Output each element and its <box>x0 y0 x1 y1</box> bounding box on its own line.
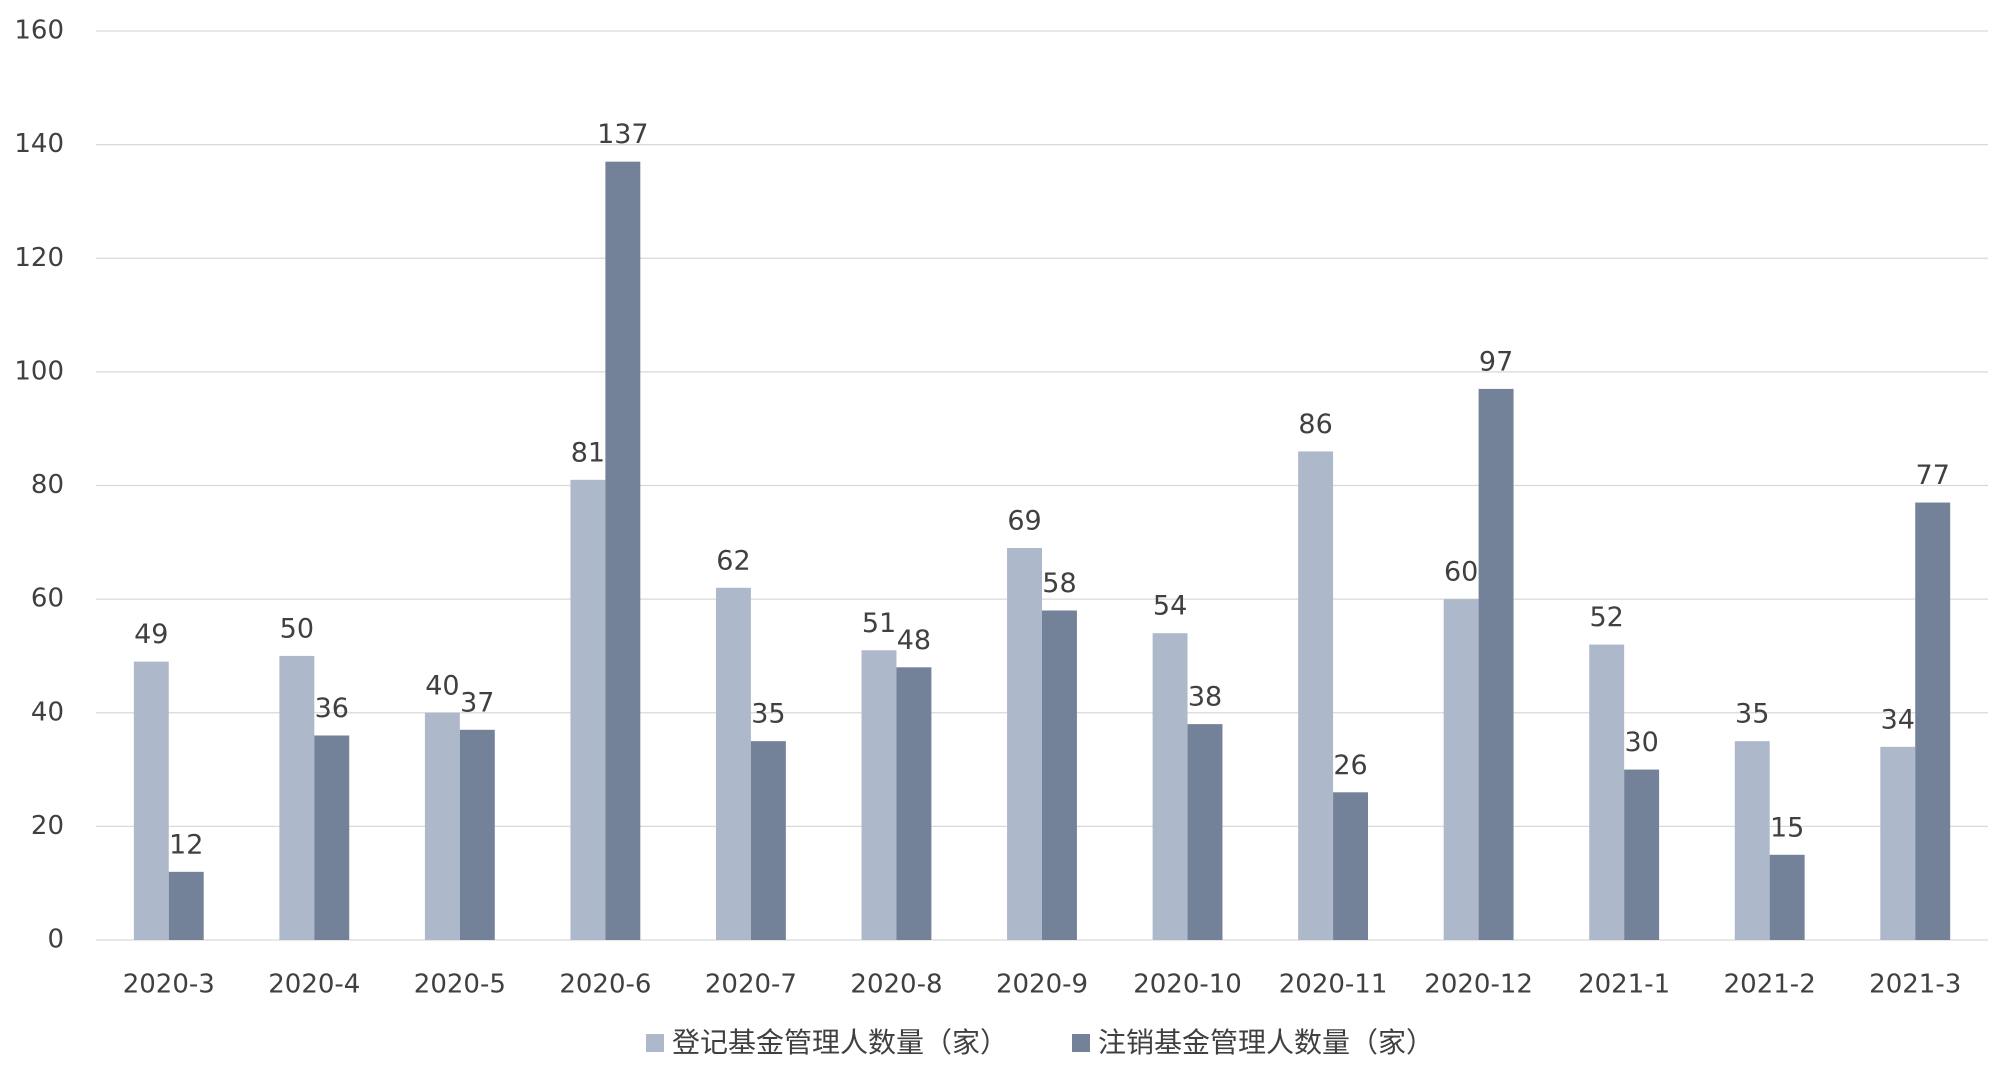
value-label: 50 <box>280 613 314 644</box>
y-tick-label: 140 <box>14 129 64 159</box>
bar <box>1915 502 1951 940</box>
value-label: 15 <box>1770 812 1804 843</box>
bar <box>279 655 315 940</box>
value-label: 97 <box>1479 346 1513 377</box>
value-label: 54 <box>1153 591 1187 622</box>
y-tick-label: 40 <box>31 697 64 727</box>
x-tick-label: 2021-3 <box>1869 970 1961 1000</box>
bar <box>896 667 932 940</box>
value-label: 34 <box>1881 704 1915 735</box>
x-tick-label: 2020-5 <box>414 970 506 1000</box>
value-label: 77 <box>1916 460 1950 491</box>
bar <box>1478 388 1514 940</box>
bar <box>605 161 641 940</box>
x-tick-label: 2020-9 <box>996 970 1088 1000</box>
bar <box>1624 769 1660 940</box>
value-label: 51 <box>862 608 896 639</box>
x-tick-label: 2020-10 <box>1133 970 1242 1000</box>
value-label: 12 <box>169 829 203 860</box>
y-tick-label: 20 <box>31 811 64 841</box>
value-label: 48 <box>897 625 931 656</box>
legend-label: 登记基金管理人数量（家） <box>672 1026 1008 1059</box>
x-tick-label: 2021-2 <box>1724 970 1816 1000</box>
value-label: 36 <box>315 693 349 724</box>
value-label: 30 <box>1624 727 1658 758</box>
x-tick-label: 2020-12 <box>1424 970 1533 1000</box>
y-tick-label: 60 <box>31 584 64 614</box>
bar <box>168 871 204 940</box>
y-tick-label: 80 <box>31 470 64 500</box>
x-tick-label: 2020-8 <box>850 970 942 1000</box>
value-label: 35 <box>751 699 785 730</box>
bar <box>133 661 169 940</box>
bar <box>861 650 897 940</box>
x-tick-label: 2020-3 <box>123 970 215 1000</box>
value-label: 60 <box>1444 557 1478 588</box>
bar <box>424 712 460 940</box>
legend-swatch <box>1072 1034 1090 1052</box>
bar <box>459 729 495 940</box>
value-label: 137 <box>597 119 649 150</box>
value-label: 58 <box>1042 568 1076 599</box>
value-label: 81 <box>571 437 605 468</box>
bar <box>750 741 786 940</box>
y-tick-label: 100 <box>14 356 64 386</box>
x-tick-label: 2021-1 <box>1578 970 1670 1000</box>
y-tick-label: 120 <box>14 243 64 273</box>
bar <box>1880 746 1916 940</box>
x-tick-label: 2020-11 <box>1279 970 1388 1000</box>
value-label: 35 <box>1735 699 1769 730</box>
legend-swatch <box>646 1034 664 1052</box>
bar <box>1042 610 1077 940</box>
bar <box>1443 599 1479 940</box>
value-label: 69 <box>1007 505 1041 536</box>
y-tick-label: 0 <box>47 925 64 955</box>
bar <box>1769 854 1805 940</box>
x-tick-label: 2020-7 <box>705 970 797 1000</box>
bar <box>1333 792 1369 940</box>
bar <box>1734 741 1770 940</box>
x-tick-label: 2020-4 <box>268 970 360 1000</box>
bar <box>1187 724 1223 940</box>
bar <box>1298 451 1334 940</box>
bar <box>314 735 350 940</box>
value-label: 26 <box>1333 750 1367 781</box>
bar <box>570 479 606 940</box>
value-label: 62 <box>716 545 750 576</box>
value-label: 52 <box>1590 602 1624 633</box>
x-tick-label: 2020-6 <box>559 970 651 1000</box>
bar <box>1589 644 1625 940</box>
value-label: 40 <box>425 670 459 701</box>
value-label: 38 <box>1188 682 1222 713</box>
bar <box>715 587 751 940</box>
bar <box>1007 547 1042 940</box>
value-label: 49 <box>134 619 168 650</box>
bar <box>1152 633 1188 940</box>
legend-label: 注销基金管理人数量（家） <box>1098 1026 1434 1059</box>
y-tick-label: 160 <box>14 16 64 46</box>
value-label: 86 <box>1298 409 1332 440</box>
value-label: 37 <box>460 687 494 718</box>
